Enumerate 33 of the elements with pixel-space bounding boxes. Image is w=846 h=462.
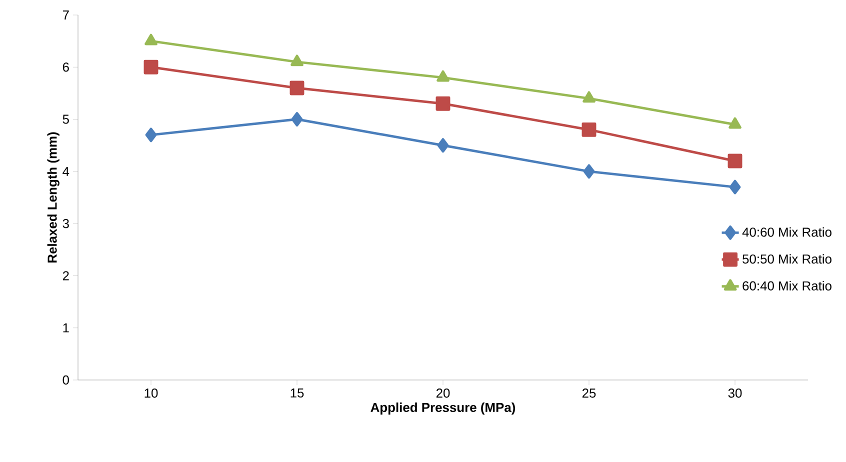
point [436,70,450,82]
y-tick-label: 0 [62,375,69,385]
y-tick-label: 1 [63,323,69,332]
point [145,128,157,142]
point [729,180,741,194]
y-tick-label: 3 [62,218,69,228]
point [437,138,449,153]
x-tick-label: 10 [144,388,158,398]
legend-label: 50:50 Mix Ratio [742,254,832,264]
legend-label: 40:60 Mix Ratio [742,227,832,237]
point [144,60,158,74]
x-tick-label: 30 [728,388,742,398]
x-axis-title: Applied Pressure (MPa) [370,402,516,415]
x-tick-label: 15 [290,388,304,398]
point [144,34,158,46]
point [728,117,742,129]
y-tick-label: 7 [62,10,69,20]
point [583,164,595,179]
point [728,154,742,168]
point [436,96,450,111]
x-tick-label: 20 [436,388,450,398]
legend-label: 60:40 Mix Ratio [742,280,832,290]
point [290,54,304,66]
y-tick-label: 4 [62,166,70,176]
y-tick-label: 5 [62,114,69,124]
y-axis-title: Relaxed Length (mm) [47,132,60,262]
point [290,80,304,96]
y-tick-label: 6 [62,62,69,72]
point [582,122,596,137]
x-tick-label: 25 [582,388,596,398]
y-tick-label: 2 [62,271,69,280]
point [291,112,303,127]
point [582,91,596,103]
